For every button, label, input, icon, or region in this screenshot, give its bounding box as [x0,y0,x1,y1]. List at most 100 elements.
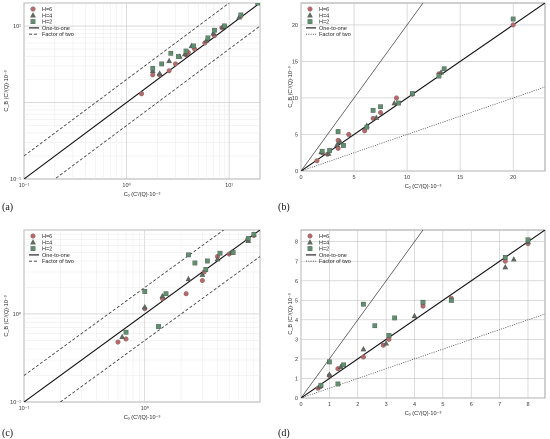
legend-label: H=2 [319,20,329,26]
data-point [394,95,399,101]
series-H2 [318,237,531,388]
x-tick-label: 1 [328,402,331,408]
x-tick-label: 10⁻¹ [19,406,30,412]
data-point [150,72,156,78]
legend-label: Factor of two [319,32,351,38]
data-point [210,30,217,36]
data-point [141,303,148,310]
data-point [199,271,206,277]
data-point [378,104,383,110]
data-point [212,27,217,33]
data-point [502,254,508,260]
tick-labels: 0 1 2 3 4 5 6 7 8 0 1 2 3 4 5 6 7 8 [295,240,530,408]
x-axis-label: Cₒ (C'/(Q)·10⁻³ [405,411,442,417]
y-tick-label: 7 [295,259,298,265]
data-point [525,237,531,243]
data-point [383,340,389,346]
y-axis-label: C_B (C'/(Q)·10⁻³ [4,70,10,111]
y-tick-label: 10⁰ [13,311,22,318]
x-tick-label: 7 [498,402,501,408]
data-point [255,3,260,6]
data-point [319,148,325,154]
y-tick-label: 10⁻¹ [10,400,21,406]
data-point [364,124,370,130]
legend-label: H=6 [42,7,52,13]
x-axis-label: Cₒ (C'/(Q)·10⁻³ [405,184,442,190]
chart-panel-4: 0 1 2 3 4 5 6 7 8 0 1 2 3 4 5 6 7 8 Cₒ (C'/(Q)·10⁻³ C_B (C'… [278,229,546,439]
data-point [115,339,121,345]
data-point [386,333,392,338]
x-tick-label: 8 [526,402,529,408]
legend-marker-H4 [307,239,313,245]
one-to-one-line-0 [24,230,260,402]
data-point [156,70,163,76]
one-to-one-line-0 [301,3,545,171]
y-axis-label: C_B (C'/(Q)·10⁻³ [288,293,294,334]
data-point [142,289,148,294]
y-axis-label: C_B (C'/(Q)·10⁻³ [4,295,10,336]
data-point [378,110,384,116]
legend-marker-H6 [307,233,313,239]
data-point [341,143,346,148]
data-point [203,267,209,272]
x-tick-label: 5 [441,402,444,408]
data-point [510,16,516,22]
panel-label: (a) [2,202,13,213]
data-point [123,329,129,335]
data-points [139,3,260,97]
data-point [186,252,191,258]
data-point [214,256,221,262]
legend-marker-H6 [30,233,36,239]
legend-label: H=4 [42,13,52,19]
x-axis-label: Cₒ (C'/(Q)·10⁻³ [124,415,161,421]
panel-label: (b) [278,202,290,213]
legend-label: H=2 [42,247,52,253]
reference-lines [24,3,260,179]
legend-label: H=6 [42,234,52,240]
data-point [502,264,509,270]
grid [300,3,545,172]
y-tick-label: 1 [295,376,298,382]
data-point [391,99,398,106]
reference-lines [301,3,545,171]
data-point [176,54,181,59]
x-tick-label: 6 [470,402,473,408]
y-tick-label: 10⁻¹ [10,177,21,183]
data-point [436,73,442,79]
data-point [335,381,341,387]
legend-label: H=4 [319,240,329,246]
series-H2 [150,3,260,71]
x-tick-label: 0 [299,402,302,408]
one-to-one-line-0 [301,230,545,398]
chart-panel-2: 0 5 10 15 20 0 5 10 15 20 Cₒ (C'/(Q)·10⁻³ C_B (C'/(… [278,2,546,213]
y-tick-label: 2 [295,357,298,363]
data-points [315,237,531,391]
data-point [314,158,320,164]
data-point [420,299,426,305]
legend-label: Factor of two [42,259,74,265]
reference-lines [24,230,260,402]
data-point [199,278,205,283]
legend-marker-H2 [30,246,36,251]
y-axis-label: C_B (C'/(Q)·10⁻³ [288,66,294,107]
x-tick-label: 10¹ [225,183,233,189]
tick-labels: 0 5 10 15 20 0 5 10 15 20 [292,23,516,181]
y-tick-label: 15 [292,59,298,65]
legend-marker-H4 [30,12,36,18]
data-point [449,297,454,303]
legend-label: One-to-one [42,26,70,32]
data-point [361,301,366,307]
legend-label: H=2 [319,247,329,253]
x-tick-label: 10 [404,175,410,181]
factor-of-two-line-2 [301,313,545,398]
legend-label: One-to-one [319,253,347,259]
data-point [183,291,189,297]
data-point [370,108,376,113]
y-tick-label: 10 [292,96,298,102]
data-point [392,315,397,321]
data-point [510,256,517,262]
legend-marker-H4 [30,239,36,245]
